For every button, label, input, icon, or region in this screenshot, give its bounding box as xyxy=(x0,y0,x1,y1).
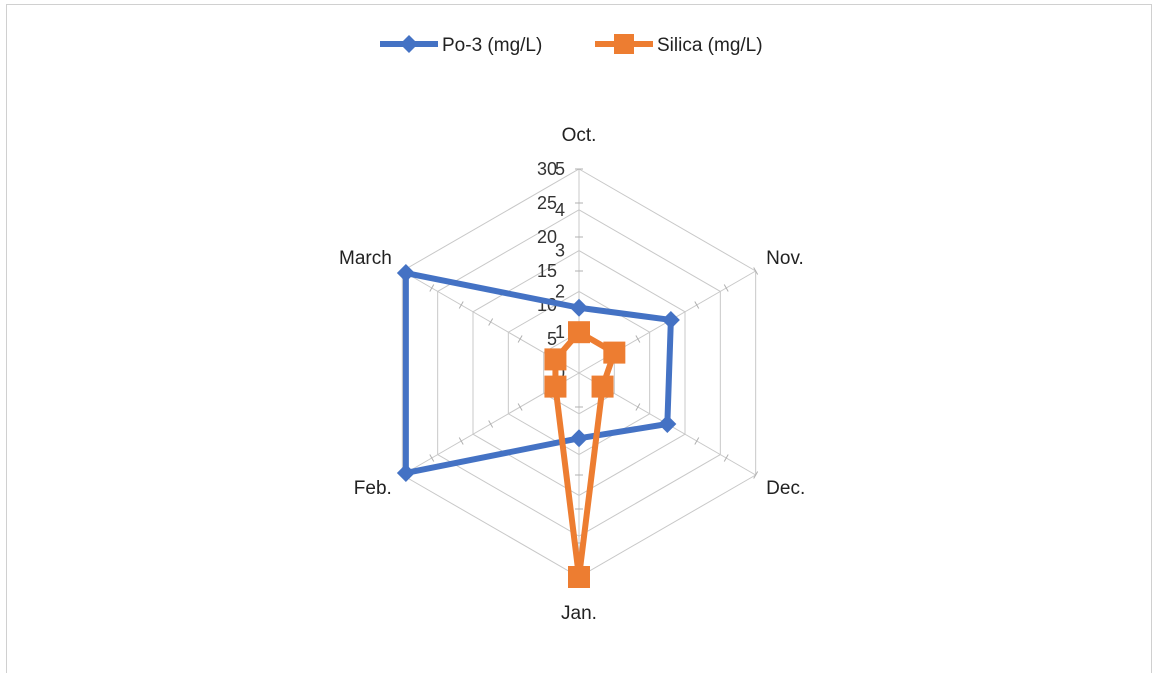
spoke-tick xyxy=(488,318,494,326)
primary-tick-label: 0 xyxy=(555,363,565,383)
primary-tick-label: 2 xyxy=(555,281,565,301)
primary-tick-label: 1 xyxy=(555,322,565,342)
primary-tick-label: 4 xyxy=(555,200,565,220)
legend-marker xyxy=(614,34,634,54)
primary-tick-label: 3 xyxy=(555,241,565,261)
legend-label: Po-3 (mg/L) xyxy=(442,35,542,56)
spoke-tick xyxy=(753,267,759,275)
data-point xyxy=(570,429,588,448)
data-point xyxy=(658,415,677,433)
spoke-tick xyxy=(694,437,700,445)
primary-tick-label: 5 xyxy=(555,159,565,179)
spoke-tick xyxy=(635,335,641,343)
secondary-tick-label: 15 xyxy=(537,261,557,281)
spoke-tick xyxy=(429,454,435,462)
category-label: March xyxy=(339,248,392,269)
legend: Po-3 (mg/L) Silica (mg/L) xyxy=(380,34,763,56)
spoke-tick xyxy=(753,471,759,479)
spoke-tick xyxy=(458,301,464,309)
data-point xyxy=(661,310,680,329)
data-point xyxy=(544,375,567,398)
primary-tick-labels: 0 1 2 3 4 5 xyxy=(555,159,565,383)
spoke-tick xyxy=(488,420,494,428)
spoke-tick xyxy=(429,284,435,292)
series-square xyxy=(544,321,626,588)
data-point xyxy=(396,463,415,482)
category-label: Dec. xyxy=(766,478,805,499)
legend-item: Po-3 (mg/L) xyxy=(380,35,542,56)
data-point xyxy=(568,566,590,588)
category-label: Feb. xyxy=(354,478,392,499)
secondary-tick-label: 20 xyxy=(537,227,557,247)
legend-marker xyxy=(400,35,418,53)
spoke-tick xyxy=(458,437,464,445)
data-point xyxy=(568,321,590,344)
category-label: Nov. xyxy=(766,248,804,269)
spoke-tick xyxy=(723,284,729,292)
data-point xyxy=(570,298,588,317)
spoke-tick xyxy=(517,335,523,343)
series-layer xyxy=(396,264,680,588)
secondary-tick-label: 30 xyxy=(537,159,557,179)
spoke-tick xyxy=(694,301,700,309)
data-point xyxy=(591,375,614,398)
secondary-tick-label: 25 xyxy=(537,193,557,213)
legend-item: Silica (mg/L) xyxy=(595,34,763,56)
data-point xyxy=(544,348,567,371)
series-diamond xyxy=(396,264,680,482)
secondary-tick-label: 5 xyxy=(547,329,557,349)
spoke-tick xyxy=(517,403,523,411)
spoke-tick xyxy=(635,403,641,411)
spoke-tick xyxy=(723,454,729,462)
legend-label: Silica (mg/L) xyxy=(657,35,763,56)
data-point xyxy=(396,264,415,283)
data-point xyxy=(603,341,626,364)
category-labels: Oct. Nov. Dec. Jan. Feb. March xyxy=(339,125,805,624)
category-label: Oct. xyxy=(562,125,597,146)
category-label: Jan. xyxy=(561,603,597,624)
radar-spokes xyxy=(399,168,759,578)
